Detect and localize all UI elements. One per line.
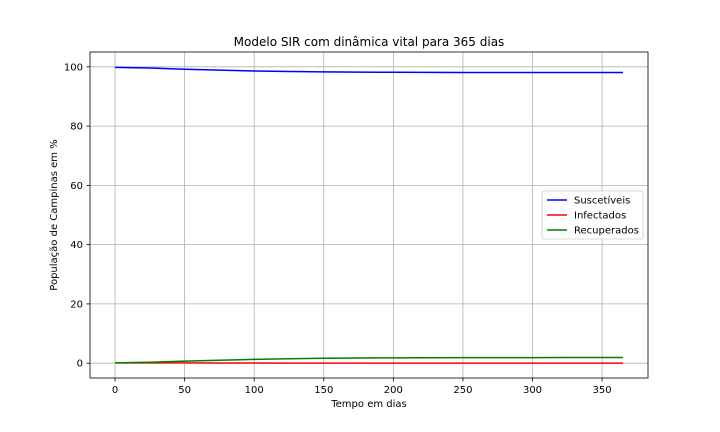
- ticks: 0 50 100 150 200 250 300 350 0 20 40 60 80 100: [64, 62, 612, 396]
- grid: [90, 52, 648, 378]
- x-tick-label: 150: [314, 385, 333, 396]
- legend-box: [541, 190, 644, 240]
- y-tick-label: 100: [64, 62, 83, 73]
- legend-label: Suscetíveis: [574, 195, 630, 207]
- x-tick-label: 200: [384, 385, 403, 396]
- y-tick-label: 20: [70, 299, 83, 310]
- legend-label: Recuperados: [574, 226, 639, 237]
- y-tick-label: 80: [70, 122, 83, 133]
- legend-label: Infectados: [574, 211, 626, 222]
- chart-title: Modelo SIR com dinâmica vital para 365 d…: [234, 35, 505, 49]
- series-line-recuperados: [115, 356, 623, 364]
- x-tick-label: 100: [245, 385, 264, 396]
- legend: Suscetíveis Infectados Recuperados: [541, 190, 644, 240]
- x-tick-label: 0: [112, 385, 118, 396]
- series-line-suscet-veis: [115, 66, 623, 74]
- y-tick-label: 40: [70, 240, 83, 251]
- y-tick-label: 60: [70, 181, 83, 192]
- y-tick-label: 0: [77, 359, 83, 370]
- x-tick-label: 300: [523, 385, 542, 396]
- x-tick-label: 350: [593, 385, 612, 396]
- x-axis-label: Tempo em dias: [330, 399, 406, 410]
- y-axis-label: População de Campinas em %: [49, 139, 60, 290]
- x-tick-label: 50: [178, 385, 191, 396]
- plot-frame: [89, 51, 649, 379]
- series-lines: [115, 66, 623, 364]
- x-tick-label: 250: [453, 385, 472, 396]
